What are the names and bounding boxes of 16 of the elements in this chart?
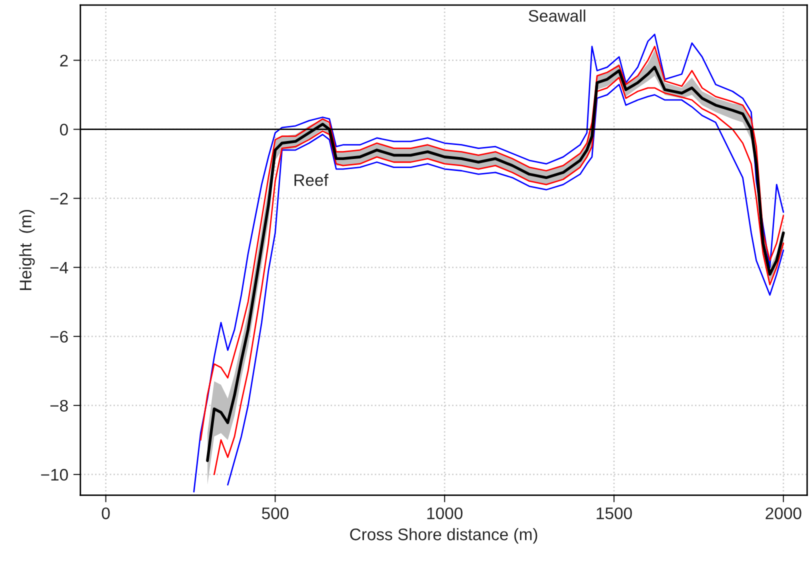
y-tick-label: −8 xyxy=(50,400,68,412)
annotation: Reef xyxy=(294,174,328,186)
y-tick-label: −10 xyxy=(41,468,68,481)
x-axis-title: Cross Shore distance (m) xyxy=(350,528,538,544)
y-tick-label: 2 xyxy=(60,54,68,66)
x-tick-label: 1000 xyxy=(427,507,462,520)
y-axis-title: Height (m) xyxy=(19,210,35,290)
x-tick-label: 1500 xyxy=(596,507,632,520)
x-tick-label: 2000 xyxy=(766,507,802,520)
annotation: Seawall xyxy=(528,10,586,22)
y-tick-label: 0 xyxy=(60,124,68,136)
x-tick-label: 500 xyxy=(262,507,288,520)
y-tick-label: −6 xyxy=(50,330,68,343)
x-tick-label: 0 xyxy=(102,507,110,520)
y-tick-label: −2 xyxy=(50,192,68,204)
y-tick-label: −4 xyxy=(50,262,68,274)
